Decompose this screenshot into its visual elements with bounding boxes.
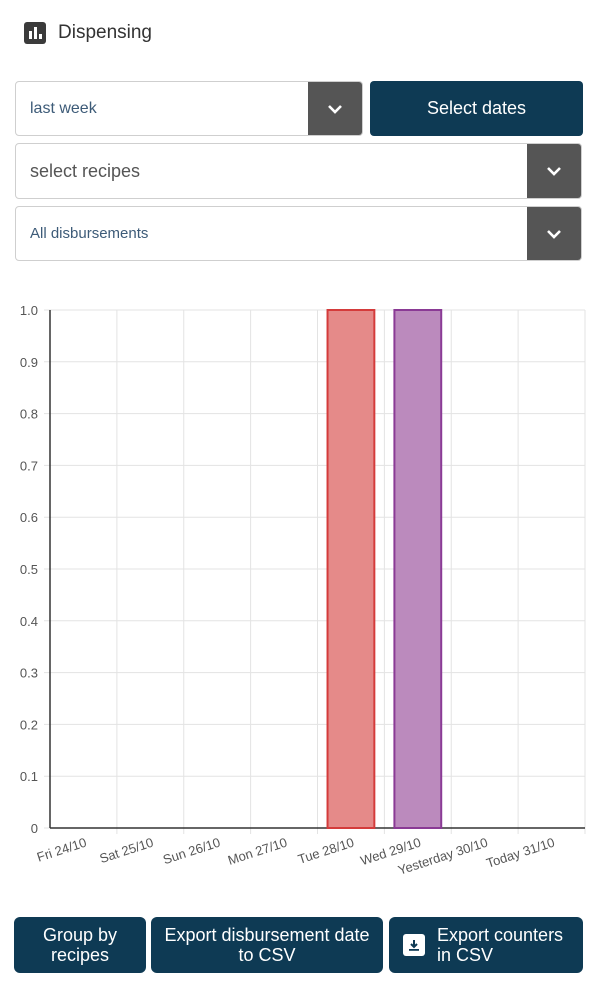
select-dates-button[interactable]: Select dates (370, 81, 583, 136)
x-tick-label: Today 31/10 (484, 835, 556, 871)
period-select[interactable]: last week (15, 81, 363, 136)
group-by-label: Group by recipes (42, 925, 118, 965)
group-by-recipes-button[interactable]: Group by recipes (14, 917, 146, 973)
bar-wed-29-10 (393, 309, 443, 829)
period-value: last week (30, 99, 97, 117)
x-tick-label: Mon 27/10 (226, 835, 289, 868)
x-tick-label: Sun 26/10 (161, 835, 222, 868)
x-tick-label: Fri 24/10 (35, 835, 88, 865)
page-title: Dispensing (58, 22, 152, 43)
chart-svg: 0 0.1 0.2 0.3 0.4 0.5 0.6 0.7 0.8 0.9 1.0 Fri 24/10… (20, 303, 586, 878)
y-tick-label: 0 (31, 821, 38, 836)
disbursements-value: All disbursements (30, 225, 149, 242)
chevron-down-icon[interactable] (527, 144, 581, 198)
y-tick-label: 0.6 (20, 510, 38, 525)
y-tick-label: 0.8 (20, 407, 38, 422)
recipes-select[interactable]: select recipes (15, 143, 582, 199)
page-header: Dispensing (24, 22, 152, 44)
export-counters-button[interactable]: Export counters in CSV (389, 917, 583, 973)
y-tick-label: 0.5 (20, 562, 38, 577)
dispensing-chart: 0 0.1 0.2 0.3 0.4 0.5 0.6 0.7 0.8 0.9 1.0 Fri 24/10… (0, 290, 600, 900)
export-counters-label: Export counters in CSV (437, 925, 564, 965)
recipes-placeholder: select recipes (30, 160, 141, 181)
y-tick-label: 0.7 (20, 458, 38, 473)
chevron-down-icon[interactable] (527, 207, 581, 260)
export-date-label: Export disbursement date to CSV (164, 925, 370, 965)
y-tick-label: 0.9 (20, 355, 38, 370)
y-tick-label: 0.4 (20, 614, 38, 629)
y-tick-label: 0.2 (20, 717, 38, 732)
bar-chart-icon (24, 22, 46, 44)
x-tick-label: Tue 28/10 (296, 835, 356, 867)
y-tick-label: 1.0 (20, 303, 38, 318)
chevron-down-icon[interactable] (308, 82, 362, 135)
y-tick-label: 0.1 (20, 769, 38, 784)
bar-tue-28-10 (326, 309, 376, 829)
disbursements-select[interactable]: All disbursements (15, 206, 582, 261)
export-disbursement-date-button[interactable]: Export disbursement date to CSV (151, 917, 383, 973)
x-tick-label: Sat 25/10 (98, 835, 156, 866)
download-box-icon (403, 934, 425, 956)
y-tick-label: 0.3 (20, 666, 38, 681)
